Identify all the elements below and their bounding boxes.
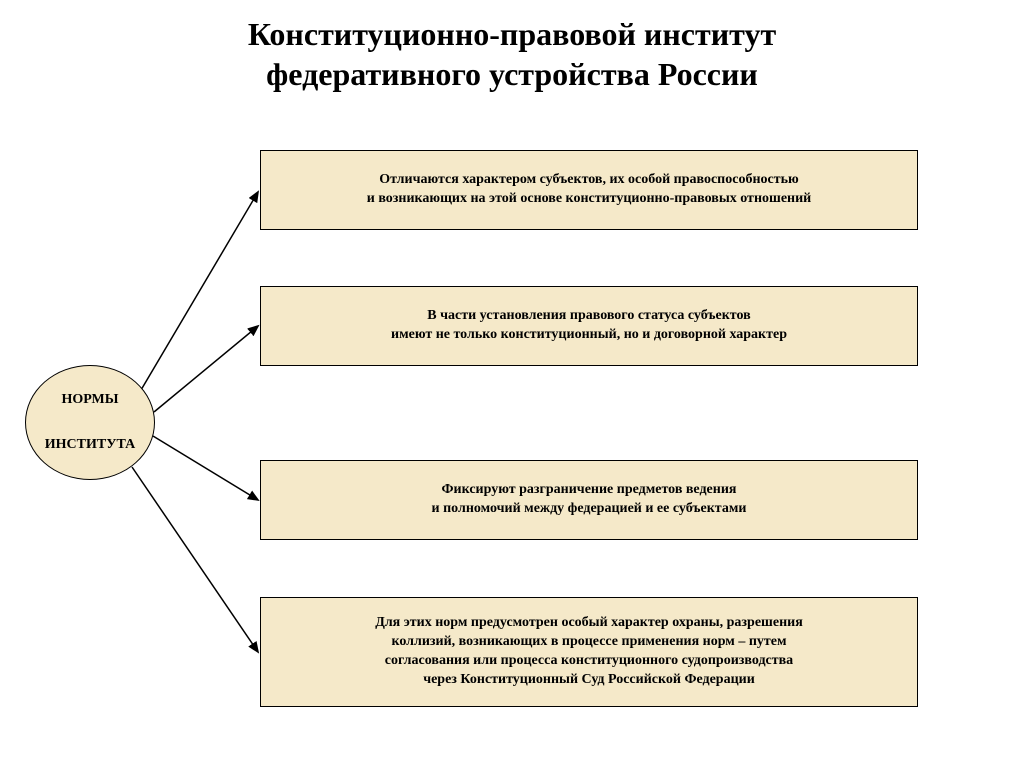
feature-box-4-text: Для этих норм предусмотрен особый характ…: [375, 614, 803, 690]
title-line1: Конституционно-правовой институт: [248, 16, 776, 52]
norms-circle: НОРМЫ ИНСТИТУТА: [25, 365, 155, 480]
feature-box-2-text: В части установления правового статуса с…: [391, 307, 787, 345]
feature-box-3: Фиксируют разграничение предметов ведени…: [260, 460, 918, 540]
feature-box-1: Отличаются характером субъектов, их особ…: [260, 150, 918, 230]
circle-line2: ИНСТИТУТА: [45, 437, 135, 452]
slide-title: Конституционно-правовой институт федерат…: [0, 14, 1024, 94]
feature-box-2: В части установления правового статуса с…: [260, 286, 918, 366]
title-line2: федеративного устройства России: [266, 56, 758, 92]
feature-box-3-text: Фиксируют разграничение предметов ведени…: [432, 481, 747, 519]
norms-circle-text: НОРМЫ ИНСТИТУТА: [45, 389, 135, 456]
feature-box-4: Для этих норм предусмотрен особый характ…: [260, 597, 918, 707]
slide-root: Конституционно-правовой институт федерат…: [0, 0, 1024, 767]
feature-box-1-text: Отличаются характером субъектов, их особ…: [367, 171, 812, 209]
circle-line1: НОРМЫ: [61, 392, 118, 407]
